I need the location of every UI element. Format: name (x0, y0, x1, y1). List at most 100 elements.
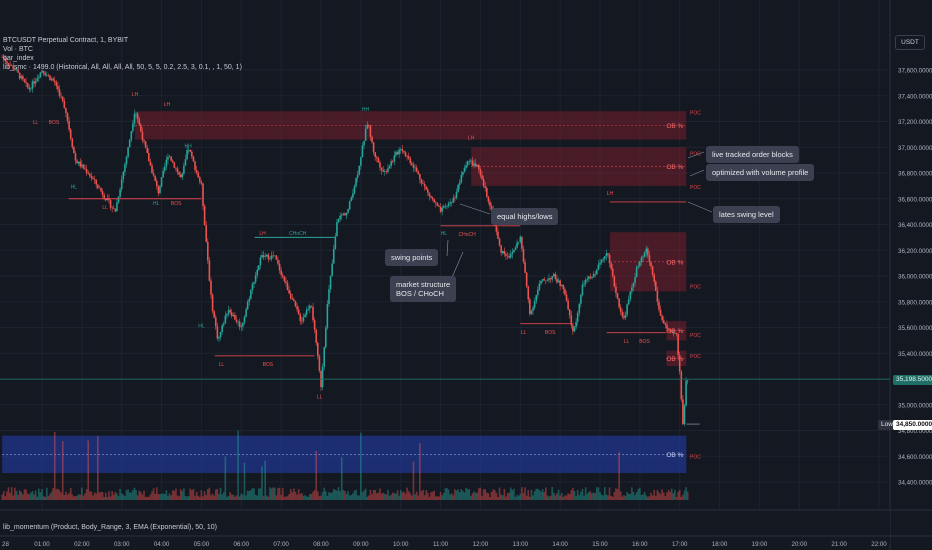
candle-body[interactable] (605, 253, 608, 257)
candle-body[interactable] (363, 140, 365, 146)
candle-body[interactable] (449, 202, 451, 204)
candle-body[interactable] (135, 113, 137, 115)
candle-body[interactable] (329, 275, 332, 290)
candle-body[interactable] (500, 245, 502, 253)
candle-body[interactable] (119, 189, 121, 197)
candle-body[interactable] (317, 342, 319, 357)
candle-body[interactable] (468, 161, 471, 162)
candle-body[interactable] (112, 208, 115, 209)
candle-body[interactable] (559, 280, 561, 286)
candle-body[interactable] (157, 186, 160, 194)
smc-indicator-label[interactable]: lib_smc · 1499.0 (Historical, All, All, … (3, 64, 242, 71)
candle-body[interactable] (552, 274, 555, 277)
candle-body[interactable] (66, 113, 69, 121)
candle-body[interactable] (546, 280, 549, 281)
candle-body[interactable] (332, 248, 335, 264)
candle-body[interactable] (540, 280, 542, 284)
candle-body[interactable] (369, 125, 372, 137)
candle-body[interactable] (323, 347, 325, 367)
candle-body[interactable] (361, 145, 364, 158)
candle-body[interactable] (246, 301, 249, 310)
candle-body[interactable] (128, 140, 131, 148)
candle-body[interactable] (179, 174, 182, 178)
candle-body[interactable] (376, 156, 378, 158)
candle-body[interactable] (651, 266, 654, 275)
candle-body[interactable] (160, 177, 163, 187)
candle-body[interactable] (76, 160, 78, 164)
candle-body[interactable] (155, 180, 158, 187)
candle-body[interactable] (309, 305, 311, 309)
candle-body[interactable] (683, 405, 686, 425)
candle-body[interactable] (189, 149, 192, 152)
candle-body[interactable] (517, 241, 520, 243)
candle-body[interactable] (508, 256, 510, 258)
candle-body[interactable] (471, 160, 474, 166)
candle-body[interactable] (427, 189, 429, 193)
candle-body[interactable] (141, 131, 144, 141)
candle-body[interactable] (584, 279, 587, 284)
candle-body[interactable] (366, 124, 369, 129)
candle-body[interactable] (580, 294, 582, 304)
candle-body[interactable] (489, 201, 491, 207)
candle-body[interactable] (664, 323, 667, 325)
candle-body[interactable] (310, 305, 313, 307)
candle-body[interactable] (409, 158, 412, 164)
candle-body[interactable] (213, 311, 215, 318)
candle-body[interactable] (208, 260, 211, 281)
candle-body[interactable] (565, 294, 568, 301)
candle-body[interactable] (608, 254, 611, 264)
candle-body[interactable] (216, 326, 219, 339)
candle-body[interactable] (318, 356, 321, 371)
candle-body[interactable] (635, 267, 638, 278)
candle-body[interactable] (22, 76, 24, 80)
candle-body[interactable] (473, 163, 475, 166)
candle-body[interactable] (479, 169, 482, 176)
candle-body[interactable] (20, 76, 23, 79)
candle-body[interactable] (222, 323, 225, 326)
candle-body[interactable] (675, 333, 678, 334)
candle-body[interactable] (117, 196, 120, 203)
candle-body[interactable] (576, 312, 579, 322)
candle-body[interactable] (597, 264, 600, 271)
candle-body[interactable] (324, 327, 327, 348)
candle-body[interactable] (100, 188, 102, 192)
candle-body[interactable] (262, 255, 265, 257)
candle-body[interactable] (613, 275, 616, 287)
candle-body[interactable] (95, 179, 98, 185)
candle-body[interactable] (254, 275, 257, 283)
candle-body[interactable] (465, 165, 467, 168)
candle-body[interactable] (38, 77, 40, 79)
candle-body[interactable] (143, 140, 145, 142)
candle-body[interactable] (124, 164, 126, 172)
candle-body[interactable] (627, 299, 630, 305)
candle-body[interactable] (556, 278, 558, 283)
candle-body[interactable] (541, 279, 544, 281)
candle-body[interactable] (588, 276, 590, 280)
candle-body[interactable] (589, 276, 592, 278)
candle-body[interactable] (533, 301, 536, 308)
candle-body[interactable] (377, 157, 380, 163)
candle-body[interactable] (639, 262, 641, 267)
candle-body[interactable] (154, 175, 156, 181)
candle-body[interactable] (31, 81, 34, 89)
candle-body[interactable] (270, 255, 273, 260)
candle-body[interactable] (178, 172, 180, 175)
candle-body[interactable] (202, 183, 204, 206)
candle-body[interactable] (423, 183, 426, 187)
candle-body[interactable] (227, 310, 230, 314)
candle-body[interactable] (191, 151, 193, 157)
candle-body[interactable] (372, 142, 375, 153)
candle-body[interactable] (356, 174, 359, 178)
candle-body[interactable] (195, 169, 198, 173)
candle-body[interactable] (205, 225, 208, 242)
candle-body[interactable] (490, 206, 493, 210)
candle-body[interactable] (511, 252, 514, 255)
candle-body[interactable] (301, 321, 303, 322)
candle-body[interactable] (162, 170, 164, 178)
candle-body[interactable] (383, 171, 386, 172)
candle-body[interactable] (192, 156, 195, 162)
candle-body[interactable] (98, 187, 101, 189)
candle-body[interactable] (407, 156, 410, 159)
candle-body[interactable] (411, 163, 413, 165)
candle-body[interactable] (387, 168, 389, 172)
